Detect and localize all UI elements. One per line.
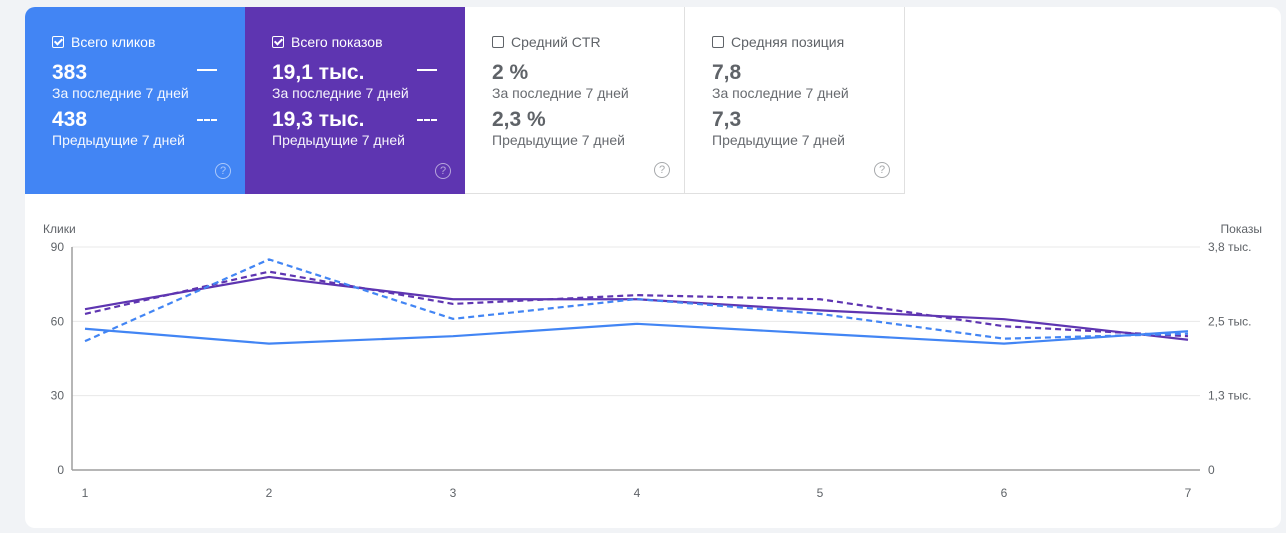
metric-previous-label: Предыдущие 7 дней: [712, 132, 845, 148]
series-line-3: [84, 270, 1189, 338]
metric-previous-label: Предыдущие 7 дней: [492, 132, 625, 148]
help-icon[interactable]: ?: [215, 163, 231, 179]
series-line-2: [84, 275, 1189, 341]
x-tick-label: 2: [266, 486, 273, 500]
left-axis-title: Клики: [43, 222, 76, 236]
dashed-line-legend-icon: [417, 119, 437, 121]
metric-current-value: 19,1 тыс.: [272, 61, 365, 84]
performance-card: Всего кликов 383 За последние 7 дней 438…: [25, 7, 1281, 528]
series-line-0: [84, 322, 1189, 345]
dashed-line-legend-icon: [197, 119, 217, 121]
x-tick-label: 7: [1185, 486, 1192, 500]
checkbox-icon[interactable]: [52, 36, 64, 48]
help-icon[interactable]: ?: [874, 162, 890, 178]
x-tick-label: 3: [450, 486, 457, 500]
left-tick-label: 0: [57, 463, 64, 477]
metric-current-value: 383: [52, 61, 88, 84]
help-icon[interactable]: ?: [435, 163, 451, 179]
left-tick-label: 90: [51, 240, 65, 254]
metric-label: Средняя позиция: [731, 34, 845, 50]
metric-tile-impressions[interactable]: Всего показов 19,1 тыс. За последние 7 д…: [245, 7, 465, 194]
solid-line-legend-icon: [417, 69, 437, 71]
right-tick-label: 1,3 тыс.: [1208, 389, 1251, 403]
right-tick-label: 0: [1208, 463, 1215, 477]
metric-previous-value: 7,3: [712, 108, 742, 131]
metric-label: Всего кликов: [71, 34, 156, 50]
metric-current-label: За последние 7 дней: [492, 85, 629, 101]
help-icon[interactable]: ?: [654, 162, 670, 178]
metric-previous-value: 19,3 тыс.: [272, 108, 365, 131]
metric-previous-value: 438: [52, 108, 88, 131]
metric-label: Средний CTR: [511, 34, 601, 50]
right-tick-label: 2,5 тыс.: [1208, 314, 1251, 328]
x-tick-label: 5: [817, 486, 824, 500]
right-tick-label: 3,8 тыс.: [1208, 240, 1251, 254]
left-tick-label: 30: [51, 389, 65, 403]
left-tick-label: 60: [51, 314, 65, 328]
checkbox-icon[interactable]: [492, 36, 504, 48]
checkbox-icon[interactable]: [712, 36, 724, 48]
metric-current-label: За последние 7 дней: [712, 85, 849, 101]
metric-tile-ctr[interactable]: Средний CTR 2 % За последние 7 дней 2,3 …: [465, 7, 685, 194]
metric-current-value: 7,8: [712, 61, 742, 84]
right-axis-title: Показы: [1221, 222, 1262, 236]
metric-current-label: За последние 7 дней: [52, 85, 189, 101]
solid-line-legend-icon: [197, 69, 217, 71]
metric-previous-value: 2,3 %: [492, 108, 546, 131]
metric-label: Всего показов: [291, 34, 383, 50]
x-tick-label: 1: [82, 486, 89, 500]
metric-current-label: За последние 7 дней: [272, 85, 409, 101]
metric-tile-position[interactable]: Средняя позиция 7,8 За последние 7 дней …: [685, 7, 905, 194]
x-tick-label: 6: [1001, 486, 1008, 500]
metric-previous-label: Предыдущие 7 дней: [272, 132, 405, 148]
series-line-1: [84, 258, 1189, 343]
metric-previous-label: Предыдущие 7 дней: [52, 132, 185, 148]
x-tick-label: 4: [634, 486, 641, 500]
metric-current-value: 2 %: [492, 61, 529, 84]
checkbox-icon[interactable]: [272, 36, 284, 48]
metric-tile-clicks[interactable]: Всего кликов 383 За последние 7 дней 438…: [25, 7, 245, 194]
